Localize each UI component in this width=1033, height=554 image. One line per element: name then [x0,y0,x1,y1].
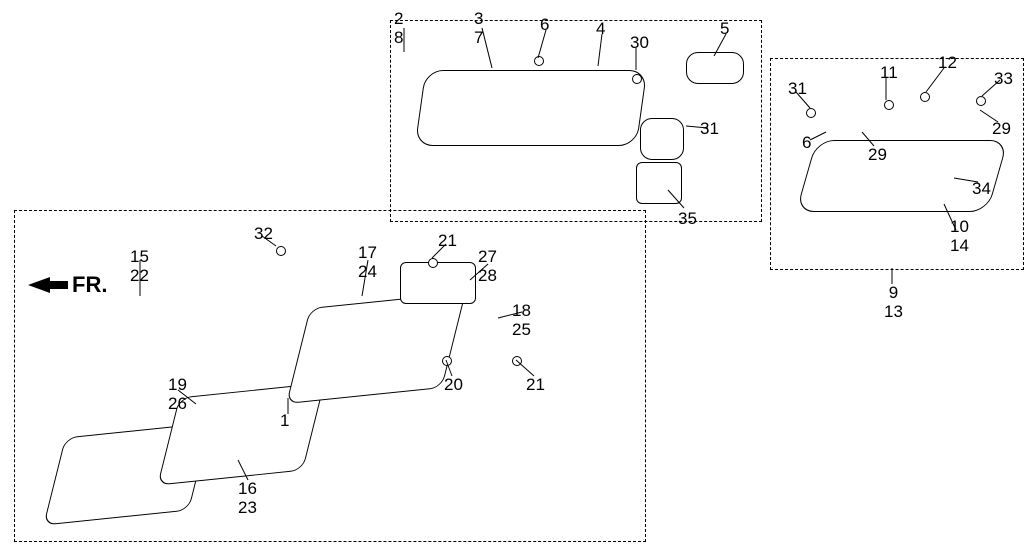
callout-c1: 1 [280,412,289,431]
part-signal-end [640,118,684,160]
callout-c31a: 31 [700,120,719,139]
part-socket [884,100,894,110]
diagram-stage: FR. 28 37 6 4 30 5 31 35 31 11 12 33 29 29 6 341014 913 3… [0,0,1033,554]
part-wire [920,92,930,102]
callout-c16-23: 1623 [238,480,257,517]
part-clip [806,108,816,118]
callout-c21a: 21 [438,232,457,251]
arrow-shaft [50,281,68,289]
callout-c11: 11 [880,64,898,83]
callout-c32: 32 [254,225,273,244]
callout-c10-14: 1014 [950,218,969,255]
callout-c6a: 6 [540,16,549,35]
part-bracket-plate [636,162,682,204]
part-screw-a [976,96,986,106]
part-screw-d [512,356,522,366]
part-corner-lens [796,140,1009,212]
part-bulb-a [534,56,544,66]
part-signal-housing [415,70,648,146]
callout-c3-7: 37 [474,10,483,47]
part-screw-b [276,246,286,256]
callout-c5: 5 [720,20,729,39]
part-bulb-b [632,74,642,84]
callout-c29b: 29 [992,120,1011,139]
callout-c33: 33 [994,70,1013,89]
fr-label: FR. [72,272,107,298]
orientation-fr: FR. [28,272,107,298]
callout-c30: 30 [630,34,649,53]
callout-c20: 20 [444,376,463,395]
callout-c9-13: 913 [884,284,903,321]
callout-c35: 35 [678,210,697,229]
callout-c2-8: 28 [394,10,403,47]
callout-c17-24: 1724 [358,244,377,281]
callout-c29a: 29 [868,146,887,165]
callout-c18-25: 1825 [512,302,531,339]
callout-c27-28: 2728 [478,248,497,285]
part-mount-bracket [400,262,476,304]
callout-c19-26: 1926 [168,376,187,413]
part-gasket [686,52,744,84]
part-bolt [428,258,438,268]
callout-c34: 34 [972,180,991,199]
callout-c4: 4 [596,20,605,39]
callout-c31b: 31 [788,80,807,99]
callout-c21b: 21 [526,376,545,395]
arrow-icon [28,277,50,293]
callout-c12: 12 [938,54,957,73]
callout-c6b: 6 [802,134,811,153]
part-screw-c [442,356,452,366]
callout-c15-22: 1522 [130,248,149,285]
